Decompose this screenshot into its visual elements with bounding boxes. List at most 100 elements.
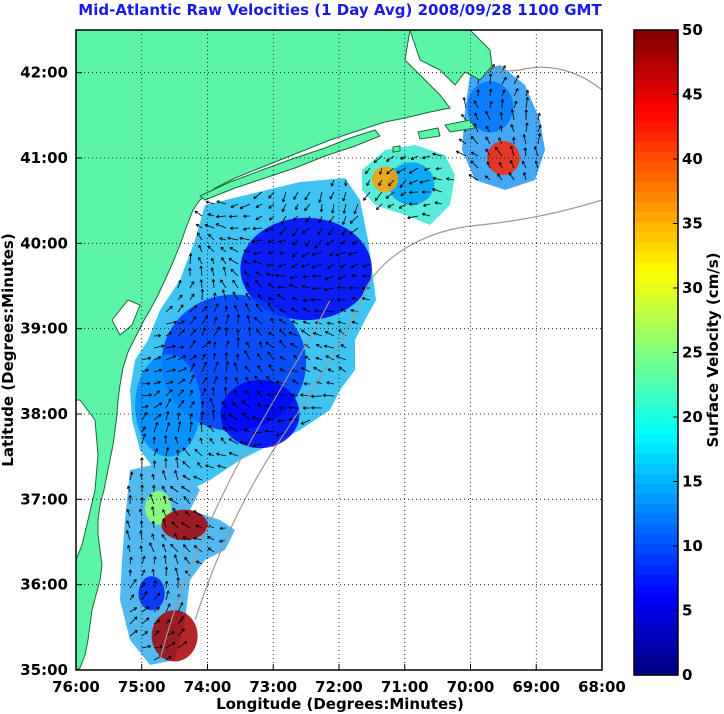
colorbar-tick-label: 10 bbox=[682, 537, 703, 555]
vector-head bbox=[270, 317, 274, 322]
velocity-vector bbox=[343, 203, 347, 214]
vector-head bbox=[515, 88, 519, 92]
vector-head bbox=[204, 306, 208, 310]
vector-head bbox=[269, 217, 273, 221]
colorbar-swatch bbox=[634, 100, 678, 112]
vector-head bbox=[476, 89, 480, 93]
velocity-vector bbox=[243, 260, 251, 265]
colorbar-swatch bbox=[634, 483, 678, 495]
vector-head bbox=[264, 429, 268, 433]
velocity-vector bbox=[301, 251, 311, 258]
vector-head bbox=[311, 252, 316, 256]
velocity-vector bbox=[331, 179, 335, 187]
vector-head bbox=[219, 526, 223, 531]
vector-head bbox=[144, 631, 148, 635]
vector-head bbox=[408, 170, 413, 174]
vector-head bbox=[301, 264, 305, 268]
velocity-vector bbox=[252, 260, 263, 265]
velocity-vector bbox=[225, 327, 228, 337]
velocity-vector bbox=[201, 353, 206, 361]
vector-head bbox=[499, 125, 503, 129]
vector-head bbox=[227, 236, 231, 241]
vector-head bbox=[514, 100, 518, 105]
velocity-vector bbox=[338, 366, 347, 373]
vector-head bbox=[223, 387, 228, 391]
velocity-vector bbox=[230, 268, 239, 277]
velocity-vector bbox=[525, 122, 528, 133]
velocity-vector bbox=[207, 245, 215, 253]
vector-head bbox=[373, 159, 378, 163]
colorbar-swatch bbox=[634, 402, 678, 414]
velocity-vector bbox=[189, 355, 197, 361]
vector-head bbox=[212, 352, 217, 357]
vector-head bbox=[243, 428, 248, 432]
velocity-vector bbox=[213, 376, 218, 385]
velocity-vector bbox=[336, 355, 347, 361]
velocity-vector bbox=[206, 201, 215, 205]
vector-head bbox=[255, 279, 259, 284]
velocity-vector bbox=[446, 178, 455, 181]
vector-head bbox=[239, 236, 243, 241]
vector-head bbox=[275, 380, 280, 385]
vector-head bbox=[172, 368, 176, 372]
velocity-vector bbox=[255, 280, 263, 289]
velocity-vector bbox=[351, 321, 359, 325]
velocity-vector bbox=[197, 462, 203, 469]
colorbar-swatch bbox=[634, 634, 678, 646]
velocity-vector bbox=[328, 227, 335, 236]
velocity-vector bbox=[279, 329, 287, 337]
velocity-vector bbox=[340, 308, 347, 313]
vector-head bbox=[161, 344, 165, 348]
velocity-vector bbox=[266, 263, 275, 267]
vector-head bbox=[340, 264, 344, 269]
vector-head bbox=[329, 253, 333, 257]
x-tick-label: 72:00 bbox=[315, 678, 363, 696]
vector-head bbox=[279, 368, 283, 372]
vector-head bbox=[147, 644, 151, 649]
vector-head bbox=[292, 233, 296, 237]
velocity-vector bbox=[195, 524, 203, 529]
vector-head bbox=[158, 413, 162, 418]
colorbar-swatch bbox=[634, 443, 678, 454]
vector-head bbox=[277, 285, 282, 290]
vector-head bbox=[151, 520, 156, 525]
vector-head bbox=[243, 214, 247, 218]
colorbar-swatch bbox=[634, 322, 678, 333]
colorbar-swatch bbox=[634, 302, 678, 313]
velocity-vector bbox=[484, 175, 491, 181]
velocity-vector bbox=[165, 321, 177, 325]
vector-head bbox=[351, 296, 355, 301]
velocity-vector bbox=[153, 556, 156, 565]
velocity-vector bbox=[165, 422, 170, 433]
vector-head bbox=[188, 267, 192, 271]
vector-head bbox=[335, 355, 340, 359]
vector-head bbox=[207, 245, 211, 249]
velocity-vector bbox=[213, 361, 219, 373]
vector-head bbox=[193, 545, 198, 549]
vector-head bbox=[256, 390, 261, 395]
vector-head bbox=[235, 353, 240, 357]
velocity-vector bbox=[174, 470, 179, 481]
vector-head bbox=[489, 100, 493, 105]
velocity-vector bbox=[525, 89, 529, 97]
vector-head bbox=[292, 379, 296, 383]
velocity-vector bbox=[337, 286, 347, 289]
velocity-vector bbox=[165, 369, 176, 373]
velocity-vector bbox=[228, 426, 239, 433]
vector-head bbox=[229, 246, 233, 251]
land-cape-cod bbox=[409, 30, 493, 86]
vector-head bbox=[244, 350, 248, 354]
vector-head bbox=[421, 190, 425, 194]
velocity-vector bbox=[349, 227, 359, 235]
vector-head bbox=[148, 393, 152, 397]
velocity-vector bbox=[305, 239, 311, 247]
velocity-vector bbox=[400, 155, 407, 160]
vector-head bbox=[139, 520, 144, 524]
vector-head bbox=[399, 184, 403, 189]
vector-head bbox=[385, 195, 390, 199]
vector-head bbox=[144, 591, 148, 595]
velocity-vector bbox=[295, 203, 299, 210]
velocity-vector bbox=[197, 232, 203, 241]
vector-head bbox=[222, 414, 226, 418]
velocity-vector bbox=[153, 402, 163, 409]
